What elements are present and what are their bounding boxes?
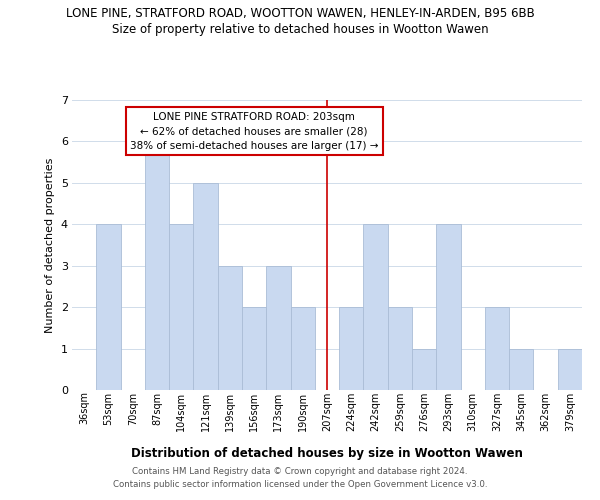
Bar [558,348,582,390]
Bar [218,266,242,390]
Bar [169,224,193,390]
Y-axis label: Number of detached properties: Number of detached properties [45,158,55,332]
Bar [509,348,533,390]
Bar [339,307,364,390]
Bar [145,142,169,390]
Bar [485,307,509,390]
Bar [193,183,218,390]
Bar [436,224,461,390]
Bar [242,307,266,390]
Text: Distribution of detached houses by size in Wootton Wawen: Distribution of detached houses by size … [131,448,523,460]
Bar [96,224,121,390]
Bar [388,307,412,390]
Bar [364,224,388,390]
Text: LONE PINE, STRATFORD ROAD, WOOTTON WAWEN, HENLEY-IN-ARDEN, B95 6BB: LONE PINE, STRATFORD ROAD, WOOTTON WAWEN… [65,8,535,20]
Bar [266,266,290,390]
Text: Contains public sector information licensed under the Open Government Licence v3: Contains public sector information licen… [113,480,487,489]
Bar [412,348,436,390]
Bar [290,307,315,390]
Text: LONE PINE STRATFORD ROAD: 203sqm
← 62% of detached houses are smaller (28)
38% o: LONE PINE STRATFORD ROAD: 203sqm ← 62% o… [130,112,379,151]
Text: Contains HM Land Registry data © Crown copyright and database right 2024.: Contains HM Land Registry data © Crown c… [132,467,468,476]
Text: Size of property relative to detached houses in Wootton Wawen: Size of property relative to detached ho… [112,22,488,36]
